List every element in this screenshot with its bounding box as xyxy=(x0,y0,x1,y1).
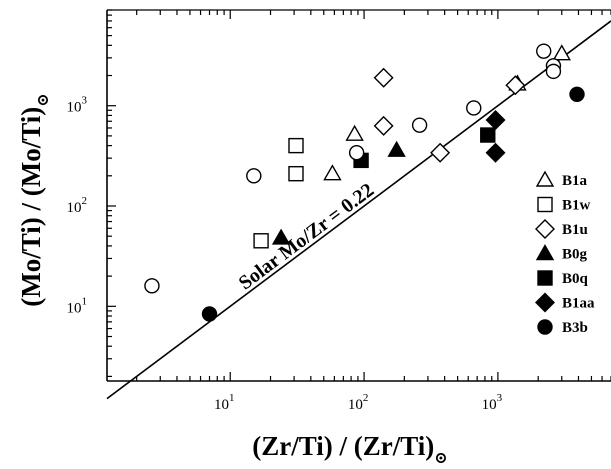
solar-reference-line xyxy=(106,20,611,400)
legend-marker xyxy=(535,170,555,187)
x-axis-title: (Zr/Ti) / (Zr/Ti)⊙ xyxy=(252,431,447,467)
legend: B1a B1w B1u B0g B0q B1aa B3b xyxy=(535,170,595,336)
legend-label: B1aa xyxy=(562,296,595,312)
data-point-unlabeled xyxy=(246,168,262,184)
legend-marker xyxy=(537,270,553,286)
legend-label: B0q xyxy=(562,271,589,287)
axis-ticks xyxy=(107,9,611,381)
legend-label: B1w xyxy=(562,198,591,214)
data-points xyxy=(144,43,585,322)
legend-item-b0q: B0q xyxy=(537,270,589,287)
data-point-b1a xyxy=(345,124,364,141)
legend-item-b1a: B1a xyxy=(535,170,588,189)
legend-marker xyxy=(535,292,555,313)
legend-label: B1a xyxy=(562,173,588,189)
legend-marker xyxy=(537,196,553,213)
tick-labels: 101 102 103 101 102 103 xyxy=(67,95,503,413)
legend-item-b1w: B1w xyxy=(537,196,591,214)
data-point-b0q xyxy=(480,127,496,143)
legend-item-b1aa: B1aa xyxy=(535,292,595,313)
data-point-b1w xyxy=(253,233,269,249)
legend-item-b3b: B3b xyxy=(537,319,588,336)
data-point-b1u xyxy=(505,75,526,96)
data-point-unlabeled xyxy=(536,43,552,59)
data-point-unlabeled xyxy=(144,278,160,294)
plot-frame xyxy=(106,9,611,382)
data-point-b3b xyxy=(201,306,218,322)
y-tick-label: 101 xyxy=(67,295,88,316)
x-tick-label: 102 xyxy=(348,392,369,413)
legend-item-b0g: B0g xyxy=(535,244,588,263)
data-point-b1u xyxy=(430,142,451,163)
legend-label: B1u xyxy=(562,222,588,238)
y-axis-title: (Mo/Ti) / (Mo/Ti)⊙ xyxy=(16,93,52,306)
legend-marker xyxy=(535,244,555,261)
x-tick-label: 101 xyxy=(214,392,235,413)
data-point-unlabeled xyxy=(466,100,482,116)
legend-item-b1u: B1u xyxy=(535,219,588,239)
data-point-b0g xyxy=(387,140,406,157)
data-point-b3b xyxy=(569,86,585,102)
x-tick-label: 103 xyxy=(482,392,503,413)
data-point-b1aa xyxy=(485,142,506,163)
y-tick-label: 102 xyxy=(67,195,88,216)
data-point-b1aa xyxy=(485,110,506,131)
y-tick-label: 103 xyxy=(67,95,88,116)
data-point-b1a xyxy=(552,44,571,61)
data-point-unlabeled xyxy=(348,145,365,161)
legend-marker xyxy=(535,219,555,239)
data-point-b1w xyxy=(288,137,304,154)
legend-label: B0g xyxy=(562,247,588,263)
data-point-b0g xyxy=(271,228,291,245)
data-point-b1w xyxy=(288,165,304,182)
data-point-unlabeled xyxy=(411,117,428,133)
legend-marker xyxy=(537,319,553,335)
data-point-b1u xyxy=(373,115,394,136)
data-point-b1u xyxy=(373,67,394,88)
data-point-b1a xyxy=(323,164,342,181)
legend-label: B3b xyxy=(562,320,588,336)
data-point-unlabeled xyxy=(545,63,562,80)
